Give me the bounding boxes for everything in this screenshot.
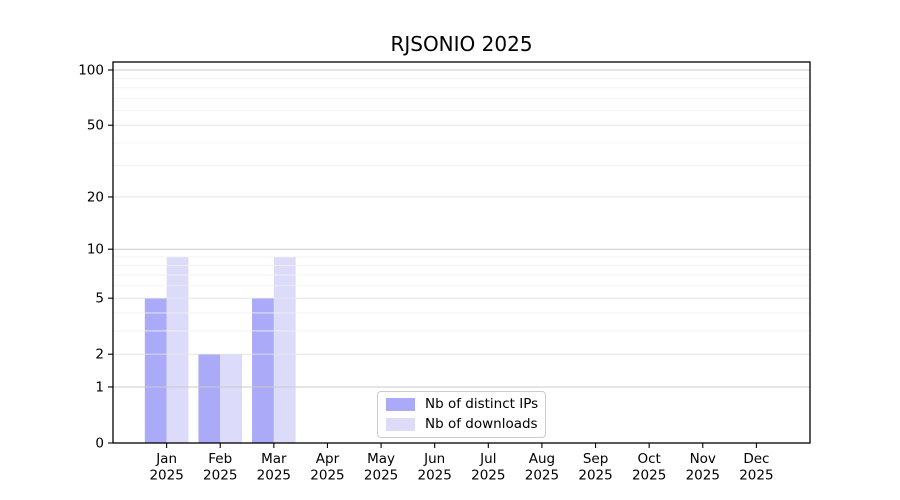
x-tick-label-month: Nov [690, 451, 716, 467]
x-tick-label-month: Dec [743, 451, 769, 467]
legend-label-distinct-ips: Nb of distinct IPs [425, 396, 539, 412]
x-tick-label-year: 2025 [632, 468, 666, 484]
y-tick-label: 20 [87, 189, 104, 205]
y-tick-label: 1 [95, 379, 104, 395]
bar-distinct-ips-mar [252, 298, 274, 443]
x-tick-label-month: Aug [529, 451, 555, 467]
x-tick-label-year: 2025 [525, 468, 559, 484]
legend-swatch-downloads [386, 418, 415, 431]
x-tick-label-month: Jul [479, 451, 496, 467]
x-tick-label-year: 2025 [578, 468, 612, 484]
y-tick-label: 0 [95, 436, 104, 452]
bar-downloads-feb [220, 354, 243, 443]
bar-downloads-mar [273, 256, 296, 443]
x-tick-label-year: 2025 [471, 468, 505, 484]
x-tick-label-year: 2025 [739, 468, 773, 484]
x-tick-label-month: Jun [423, 451, 445, 467]
bar-downloads-jan [166, 256, 189, 443]
x-tick-label-month: Sep [583, 451, 608, 467]
legend: Nb of distinct IPs Nb of downloads [377, 391, 546, 438]
x-tick-label-year: 2025 [418, 468, 452, 484]
legend-label-downloads: Nb of downloads [425, 416, 538, 432]
chart-title: RJSONIO 2025 [390, 32, 533, 56]
x-tick-label-year: 2025 [203, 468, 237, 484]
x-tick-label-month: Jan [155, 451, 177, 467]
legend-item-distinct-ips: Nb of distinct IPs [386, 397, 545, 412]
x-tick-label-month: Oct [637, 451, 660, 467]
y-tick-label: 100 [78, 63, 104, 79]
plot-border [112, 61, 811, 444]
bar-distinct-ips-feb [198, 354, 221, 443]
y-tick-label: 10 [87, 242, 104, 258]
y-tick-label: 2 [95, 347, 104, 363]
x-tick-label-month: Mar [261, 451, 287, 467]
x-tick-label-year: 2025 [149, 468, 183, 484]
x-tick-label-month: May [367, 451, 395, 467]
x-tick-label-month: Feb [208, 451, 232, 467]
legend-item-downloads: Nb of downloads [386, 417, 545, 432]
x-tick-label-month: Apr [316, 451, 340, 467]
x-tick-label-year: 2025 [364, 468, 398, 484]
y-tick-label: 5 [95, 291, 104, 307]
x-tick-label-year: 2025 [686, 468, 720, 484]
bar-distinct-ips-jan [144, 298, 167, 443]
legend-swatch-distinct-ips [386, 398, 415, 411]
y-tick-label: 50 [87, 118, 104, 134]
x-tick-label-year: 2025 [310, 468, 344, 484]
x-tick-label-year: 2025 [257, 468, 291, 484]
